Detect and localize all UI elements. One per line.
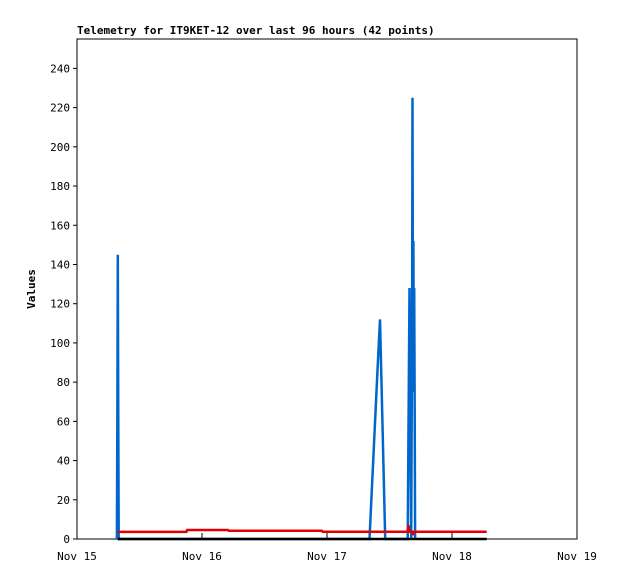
x-tick-label: Nov 18 [432,550,472,563]
series-lines [115,97,487,541]
x-tick-label: Nov 16 [182,550,222,563]
y-tick-label: 100 [50,337,70,350]
y-axis-label: Values [25,269,38,309]
y-tick-label: 200 [50,141,70,154]
x-tick-label: Nov 15 [57,550,97,563]
y-tick-label: 220 [50,102,70,115]
y-tick-label: 0 [63,533,70,546]
y-tick-label: 40 [57,455,70,468]
plot-frame [76,38,578,540]
y-tick-label: 60 [57,415,70,428]
y-tick-label: 80 [57,376,70,389]
y-tick-label: 180 [50,180,70,193]
y-tick-label: 140 [50,258,70,271]
y-tick-label: 120 [50,298,70,311]
y-tick-label: 160 [50,219,70,232]
y-tick-label: 240 [50,62,70,75]
y-tick-label: 20 [57,494,70,507]
series-line-2 [117,525,487,536]
axis-ticks: 0 20 40 60 80 100 120 140 160 180 200 220 240 Nov 15 N… [50,62,597,563]
chart-title: Telemetry for IT9KET-12 over last 96 hou… [77,24,435,37]
x-tick-label: Nov 19 [557,550,597,563]
x-tick-label: Nov 17 [307,550,347,563]
